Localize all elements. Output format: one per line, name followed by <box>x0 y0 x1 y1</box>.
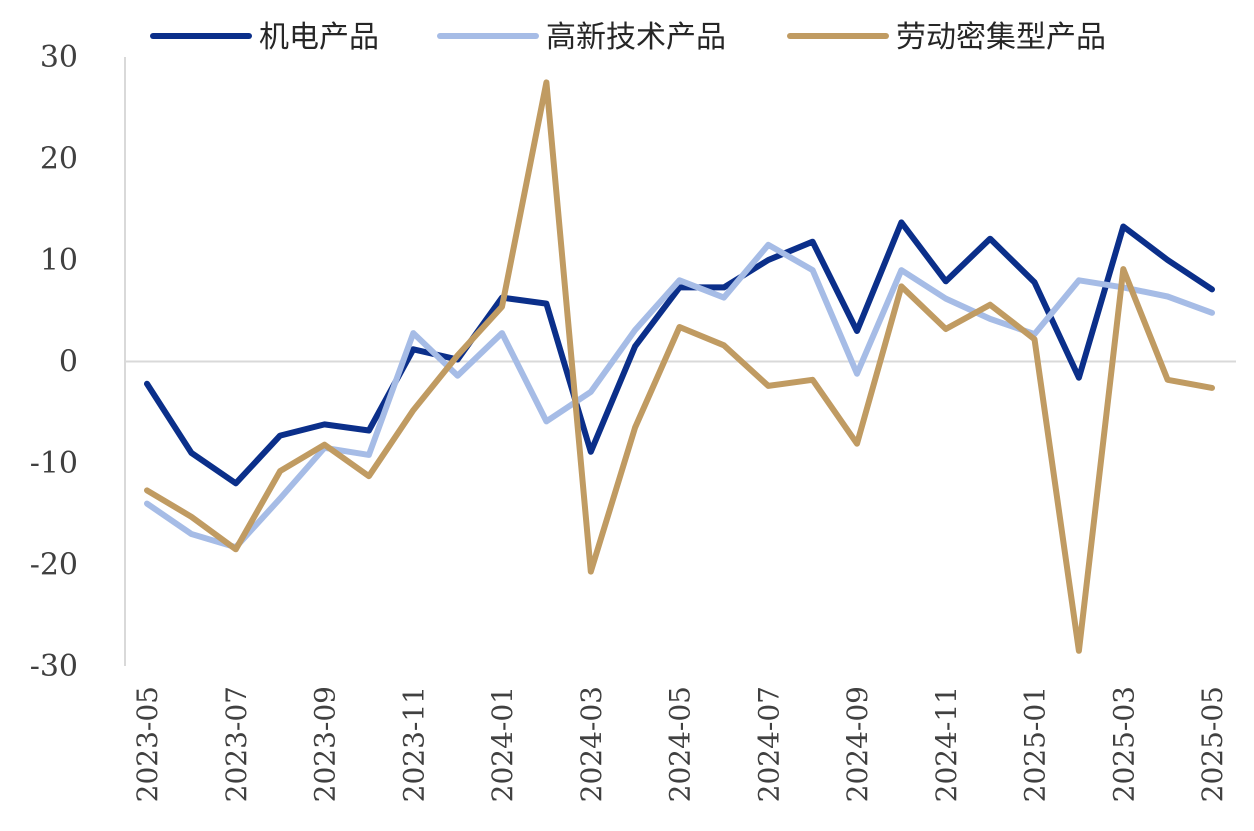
legend-label-3: 劳动密集型产品 <box>896 20 1106 55</box>
series-line-3 <box>144 79 1215 654</box>
axes <box>124 57 1236 666</box>
series-lines <box>144 79 1215 654</box>
y-tick-label: 20 <box>40 142 78 177</box>
x-tick-label: 2024-03 <box>575 686 608 802</box>
legend-label-1: 机电产品 <box>259 20 379 55</box>
legend: 机电产品 高新技术产品 劳动密集型产品 <box>150 20 1106 55</box>
x-tick-label: 2023-09 <box>309 686 342 802</box>
y-tick-label: 30 <box>40 40 78 75</box>
legend-label-2: 高新技术产品 <box>546 20 726 55</box>
x-tick-label: 2024-05 <box>664 686 697 802</box>
y-tick-label: 10 <box>40 243 78 278</box>
x-tick-label: 2024-09 <box>841 686 874 802</box>
series-line-1 <box>144 219 1215 487</box>
x-axis-tick-labels: 2023-05 2023-07 2023-09 2023-11 2024-01 2024-… <box>131 686 1229 802</box>
x-tick-label: 2023-07 <box>220 686 253 802</box>
x-tick-label: 2024-07 <box>752 686 785 802</box>
x-tick-label: 2023-11 <box>397 686 430 802</box>
x-tick-label: 2025-01 <box>1019 686 1052 802</box>
y-tick-label: -20 <box>30 548 78 583</box>
x-tick-label: 2025-05 <box>1196 686 1229 802</box>
y-tick-label: 0 <box>59 345 78 380</box>
y-tick-label: -30 <box>30 649 78 684</box>
y-tick-label: -10 <box>30 446 78 481</box>
x-tick-label: 2023-05 <box>131 686 164 802</box>
y-axis-tick-labels: 30 20 10 0 -10 -20 -30 <box>30 40 78 684</box>
x-tick-label: 2024-11 <box>930 686 963 802</box>
x-tick-label: 2024-01 <box>486 686 519 802</box>
x-tick-label: 2025-03 <box>1107 686 1140 802</box>
